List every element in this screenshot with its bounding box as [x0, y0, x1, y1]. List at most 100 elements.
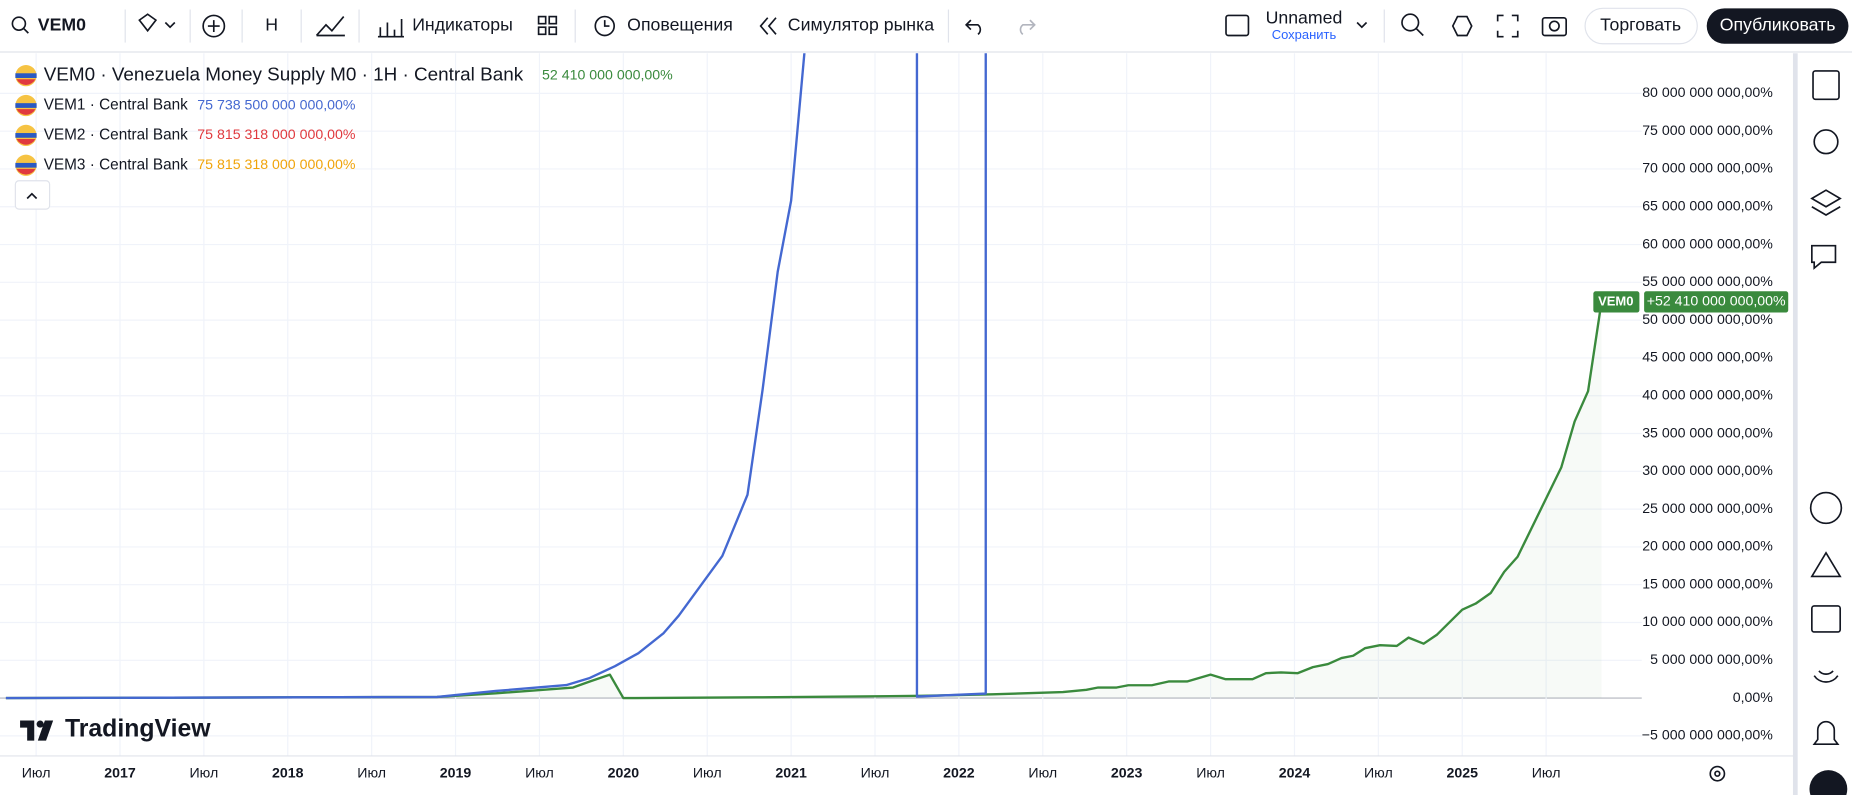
redo[interactable] — [1019, 19, 1036, 35]
axis-settings[interactable] — [1709, 765, 1726, 782]
plot — [5, 53, 1603, 700]
y-tick-label: −5 000 000 000,00% — [1642, 728, 1773, 744]
legend-flag-band — [15, 103, 37, 108]
x-tick-label: Июл — [1364, 765, 1393, 781]
add-symbol[interactable] — [202, 14, 226, 38]
chevron[interactable] — [164, 21, 176, 29]
x-tick-label: Июл — [357, 765, 386, 781]
indicators-icon[interactable] — [377, 18, 404, 38]
fullscreen-icon[interactable] — [1496, 14, 1519, 38]
legend-name: VEM2 · Central Bank — [44, 126, 188, 143]
y-tick-label: 70 000 000 000,00% — [1642, 161, 1773, 177]
apps-icon[interactable] — [1809, 770, 1848, 795]
y-tick-label: 80 000 000 000,00% — [1642, 85, 1773, 101]
x-tick-label: 2018 — [272, 765, 304, 781]
alerts-icon[interactable] — [594, 15, 616, 37]
toolbar: VEM0 H Индикаторы Оповещения Симулятор р… — [0, 7, 1852, 53]
alerts-panel-icon[interactable] — [1813, 129, 1839, 155]
indicators-button[interactable]: Индикаторы — [412, 15, 513, 35]
x-tick-label: Июл — [1196, 765, 1225, 781]
legend-flag-band — [16, 168, 36, 175]
trade-button[interactable]: Торговать — [1600, 15, 1681, 35]
axes: −5 000 000 000,00% 0,00% 5 000 000 000,00%… — [0, 85, 1796, 781]
x-tick-label: 2020 — [608, 765, 640, 781]
publish-button[interactable]: Опубликовать — [1720, 15, 1836, 35]
x-tick-label: Июл — [190, 765, 219, 781]
legend-flag-band — [16, 109, 36, 115]
watchlist-icon[interactable] — [1812, 70, 1840, 101]
undo[interactable] — [964, 19, 982, 35]
legend-flag-band — [16, 79, 36, 85]
diamond-icon[interactable] — [138, 13, 158, 33]
y-tick-label: 10 000 000 000,00% — [1642, 614, 1773, 630]
x-tick-label: Июл — [861, 765, 890, 781]
alerts-button[interactable]: Оповещения — [627, 15, 733, 35]
x-tick-label: 2022 — [943, 765, 975, 781]
y-tick-label: 75 000 000 000,00% — [1642, 123, 1773, 139]
price-tag-label: +52 410 000 000,00% — [1647, 294, 1786, 310]
replay-icon[interactable] — [759, 17, 777, 35]
snapshot-icon[interactable] — [1541, 16, 1567, 37]
y-tick-label: 55 000 000 000,00% — [1642, 274, 1773, 290]
replay-button[interactable]: Симулятор рынка — [788, 15, 934, 35]
trade-button-bg[interactable] — [1584, 7, 1698, 45]
legend-flag-band — [15, 133, 37, 138]
y-tick-label: 5 000 000 000,00% — [1650, 652, 1773, 668]
save-link[interactable]: Сохранить — [1272, 27, 1337, 42]
x-tick-label: 2019 — [440, 765, 472, 781]
broadcast-icon[interactable] — [1813, 670, 1839, 683]
interval[interactable]: H — [265, 15, 278, 35]
grid — [0, 53, 1642, 756]
legend: VEM0 · Venezuela Money Supply M0 · 1H · … — [15, 65, 673, 176]
legend-value: 75 738 500 000 000,00% — [197, 97, 356, 113]
layout-name[interactable]: Unnamed — [1266, 8, 1343, 28]
y-tick-label: 40 000 000 000,00% — [1642, 387, 1773, 403]
hotlist-icon[interactable] — [1809, 491, 1843, 525]
y-tick-label: 25 000 000 000,00% — [1642, 501, 1773, 517]
publish-button-bg[interactable] — [1706, 8, 1849, 44]
y-tick-label: 15 000 000 000,00% — [1642, 576, 1773, 592]
ideas-icon[interactable] — [1810, 551, 1842, 578]
x-tick-label: Июл — [1532, 765, 1561, 781]
price-tag-symbol-bg — [1593, 291, 1640, 313]
chat-icon[interactable] — [1811, 244, 1837, 270]
legend-name: VEM1 · Central Bank — [44, 97, 188, 114]
price-tag: VEM0 +52 410 000 000,00% — [1593, 291, 1789, 313]
price-tag-symbol: VEM0 — [1598, 293, 1633, 308]
y-tick-label: 35 000 000 000,00% — [1642, 425, 1773, 441]
x-tick-label: Июл — [525, 765, 554, 781]
right-sidebar — [1792, 53, 1848, 795]
x-tick-label: Июл — [693, 765, 722, 781]
x-tick-label: 2021 — [775, 765, 807, 781]
calendar-icon[interactable] — [1811, 605, 1842, 633]
y-tick-label: 30 000 000 000,00% — [1642, 463, 1773, 479]
legend-value: 75 815 318 000 000,00% — [197, 127, 356, 143]
y-tick-label: 65 000 000 000,00% — [1642, 198, 1773, 214]
layout-chevron[interactable] — [1356, 21, 1368, 29]
y-tick-label: 20 000 000 000,00% — [1642, 539, 1773, 555]
price-tag-bg — [1644, 291, 1789, 313]
x-tick-label: 2017 — [104, 765, 136, 781]
templates-icon[interactable] — [537, 15, 558, 36]
x-tick-label: Июл — [22, 765, 51, 781]
collapse-legend[interactable] — [14, 180, 51, 210]
settings-icon[interactable] — [1451, 15, 1473, 37]
quick-search[interactable] — [1401, 13, 1424, 37]
notifications-icon[interactable] — [1812, 720, 1840, 745]
layers-icon[interactable] — [1810, 189, 1842, 216]
x-tick-label: Июл — [1028, 765, 1057, 781]
symbol[interactable]: VEM0 — [38, 15, 86, 35]
y-tick-label: 45 000 000 000,00% — [1642, 350, 1773, 366]
layout-icon[interactable] — [1225, 14, 1250, 37]
chart-type-icon[interactable] — [315, 16, 345, 37]
symbol-search[interactable]: VEM0 — [11, 15, 86, 35]
series-area — [5, 301, 1602, 699]
y-tick-label: 60 000 000 000,00% — [1642, 236, 1773, 252]
x-tick-label: 2023 — [1111, 765, 1143, 781]
legend-flag-band — [15, 73, 37, 79]
watermark: TradingView — [65, 716, 211, 743]
legend-flag-band — [15, 162, 37, 168]
y-tick-label: 50 000 000 000,00% — [1642, 312, 1773, 328]
